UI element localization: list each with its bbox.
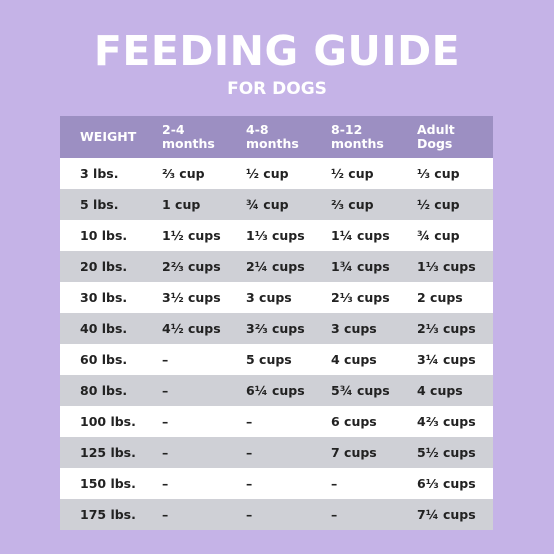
table-row: 40 lbs. 4½ cups 3⅔ cups 3 cups 2⅓ cups: [60, 313, 493, 344]
table-row: 80 lbs. – 6¼ cups 5¾ cups 4 cups: [60, 375, 493, 406]
amount-cell: 2⅓ cups: [331, 290, 390, 305]
amount-cell: 5¾ cups: [331, 383, 390, 398]
amount-cell: ⅔ cup: [162, 166, 205, 181]
amount-cell: –: [246, 476, 253, 491]
amount-cell: 3 cups: [246, 290, 292, 305]
amount-cell: ½ cup: [331, 166, 374, 181]
weight-cell: 40 lbs.: [80, 321, 128, 336]
table-row: 3 lbs. ⅔ cup ½ cup ½ cup ⅓ cup: [60, 158, 493, 189]
amount-cell: 2¼ cups: [246, 259, 305, 274]
weight-cell: 60 lbs.: [80, 352, 128, 367]
amount-cell: –: [162, 383, 169, 398]
table-row: 100 lbs. – – 6 cups 4⅔ cups: [60, 406, 493, 437]
amount-cell: ½ cup: [246, 166, 289, 181]
amount-cell: 5 cups: [246, 352, 292, 367]
amount-cell: 7¼ cups: [417, 507, 476, 522]
amount-cell: 1⅓ cups: [417, 259, 476, 274]
amount-cell: –: [162, 445, 169, 460]
amount-cell: 7 cups: [331, 445, 377, 460]
amount-cell: 3½ cups: [162, 290, 221, 305]
column-header: 2-4 months: [162, 122, 215, 151]
amount-cell: –: [162, 352, 169, 367]
weight-cell: 3 lbs.: [80, 166, 119, 181]
feeding-table: WEIGHT 2-4 months 4-8 months 8-12 months Adu…: [60, 116, 493, 530]
amount-cell: –: [246, 445, 253, 460]
amount-cell: ½ cup: [417, 197, 460, 212]
amount-cell: –: [246, 507, 253, 522]
weight-cell: 5 lbs.: [80, 197, 119, 212]
weight-cell: 175 lbs.: [80, 507, 136, 522]
weight-cell: 20 lbs.: [80, 259, 128, 274]
weight-cell: 10 lbs.: [80, 228, 128, 243]
amount-cell: –: [162, 476, 169, 491]
weight-cell: 125 lbs.: [80, 445, 136, 460]
amount-cell: –: [331, 476, 338, 491]
amount-cell: 2⅓ cups: [417, 321, 476, 336]
amount-cell: 1¼ cups: [331, 228, 390, 243]
amount-cell: 4½ cups: [162, 321, 221, 336]
amount-cell: 1½ cups: [162, 228, 221, 243]
amount-cell: 3⅔ cups: [246, 321, 305, 336]
weight-cell: 80 lbs.: [80, 383, 128, 398]
weight-cell: 30 lbs.: [80, 290, 128, 305]
amount-cell: –: [162, 414, 169, 429]
column-header: 4-8 months: [246, 122, 299, 151]
amount-cell: 4⅔ cups: [417, 414, 476, 429]
table-row: 5 lbs. 1 cup ¾ cup ⅔ cup ½ cup: [60, 189, 493, 220]
amount-cell: –: [246, 414, 253, 429]
table-row: 60 lbs. – 5 cups 4 cups 3¼ cups: [60, 344, 493, 375]
title: FEEDING GUIDE: [93, 27, 461, 75]
table-row: 150 lbs. – – – 6⅓ cups: [60, 468, 493, 499]
amount-cell: 6 cups: [331, 414, 377, 429]
amount-cell: 4 cups: [417, 383, 463, 398]
amount-cell: 3¼ cups: [417, 352, 476, 367]
amount-cell: 4 cups: [331, 352, 377, 367]
amount-cell: 1⅓ cups: [246, 228, 305, 243]
amount-cell: 2⅔ cups: [162, 259, 221, 274]
column-header: 8-12 months: [331, 122, 384, 151]
amount-cell: 2 cups: [417, 290, 463, 305]
amount-cell: ¾ cup: [246, 197, 289, 212]
amount-cell: 6⅓ cups: [417, 476, 476, 491]
amount-cell: 3 cups: [331, 321, 377, 336]
table-row: 10 lbs. 1½ cups 1⅓ cups 1¼ cups ¾ cup: [60, 220, 493, 251]
amount-cell: –: [331, 507, 338, 522]
amount-cell: 1 cup: [162, 197, 201, 212]
amount-cell: 6¼ cups: [246, 383, 305, 398]
column-header: Adult Dogs: [417, 122, 455, 151]
header-row: WEIGHT 2-4 months 4-8 months 8-12 months Adu…: [60, 116, 493, 158]
column-header: WEIGHT: [80, 129, 137, 144]
amount-cell: ⅔ cup: [331, 197, 374, 212]
amount-cell: ¾ cup: [417, 228, 460, 243]
table-row: 125 lbs. – – 7 cups 5½ cups: [60, 437, 493, 468]
table-row: 20 lbs. 2⅔ cups 2¼ cups 1¾ cups 1⅓ cups: [60, 251, 493, 282]
weight-cell: 100 lbs.: [80, 414, 136, 429]
table-row: 30 lbs. 3½ cups 3 cups 2⅓ cups 2 cups: [60, 282, 493, 313]
amount-cell: ⅓ cup: [417, 166, 460, 181]
subtitle: FOR DOGS: [227, 79, 327, 99]
amount-cell: –: [162, 507, 169, 522]
table-row: 175 lbs. – – – 7¼ cups: [60, 499, 493, 530]
amount-cell: 1¾ cups: [331, 259, 390, 274]
weight-cell: 150 lbs.: [80, 476, 136, 491]
amount-cell: 5½ cups: [417, 445, 476, 460]
